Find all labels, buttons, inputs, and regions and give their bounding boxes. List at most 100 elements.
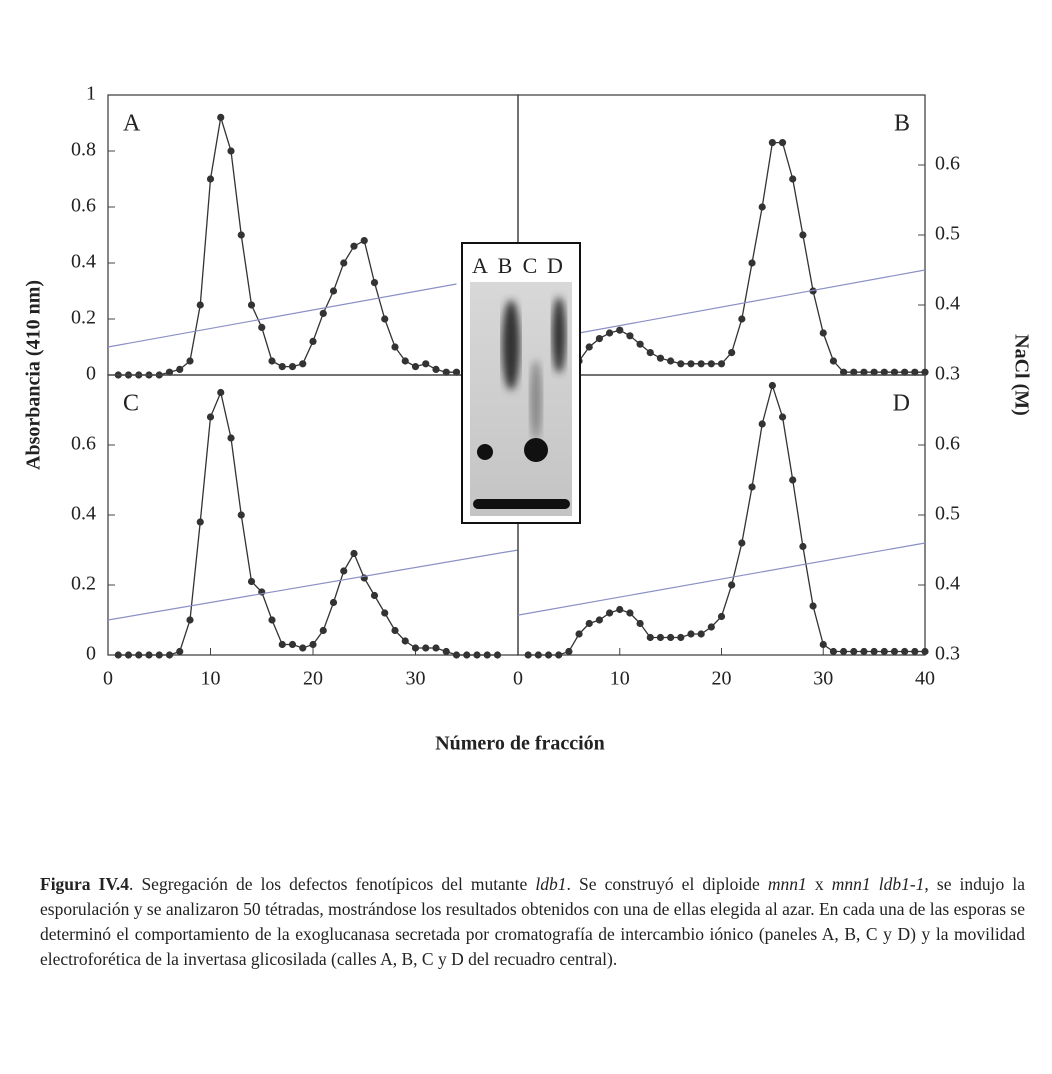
data-point [288, 640, 297, 649]
data-point [196, 518, 204, 526]
y-axis-label: Absorbancia (410 nm) [23, 280, 45, 470]
y2-tick-label: 0.5 [935, 503, 960, 525]
data-point [595, 335, 604, 343]
data-point [534, 651, 542, 659]
data-point [544, 651, 553, 659]
data-point [667, 633, 675, 642]
data-point [728, 349, 736, 357]
caption-text: mnn1 ldb1-1 [831, 874, 925, 894]
data-point [901, 368, 909, 376]
lane-label: B [498, 253, 513, 278]
data-point [381, 609, 389, 617]
data-point [524, 651, 532, 659]
data-point [411, 644, 420, 652]
data-point [370, 279, 379, 287]
data-point [646, 349, 654, 357]
data-point [748, 259, 756, 267]
data-point [911, 368, 919, 376]
y-tick-label: 0.4 [71, 503, 96, 525]
x-tick-label: 0 [513, 668, 523, 690]
data-point [697, 630, 705, 638]
x-tick-label: 0 [103, 668, 113, 690]
data-point [880, 368, 888, 376]
y2-tick-label: 0.6 [935, 433, 960, 455]
caption-text: . Se construyó el diploide [566, 874, 768, 894]
data-point [381, 315, 389, 323]
data-point [391, 626, 399, 635]
data-point [145, 651, 153, 659]
lane-label: A [472, 253, 488, 278]
data-point [616, 326, 624, 334]
data-point [626, 332, 634, 340]
data-point [667, 357, 675, 365]
data-point [707, 360, 715, 368]
data-point [921, 368, 929, 376]
data-point [186, 616, 194, 624]
data-point [565, 647, 573, 656]
y-tick-label: 0.6 [71, 433, 96, 455]
y2-axis-label: NaCl (M) [1010, 334, 1032, 416]
data-point [278, 640, 286, 649]
data-point [748, 483, 756, 491]
data-point [483, 651, 491, 659]
data-point [401, 357, 409, 365]
data-point [165, 651, 174, 659]
data-point [616, 605, 624, 614]
data-point [463, 651, 471, 659]
x-tick-label: 10 [610, 668, 630, 690]
x-tick-label: 30 [406, 668, 426, 690]
y-tick-label: 0.2 [71, 307, 96, 329]
data-point [860, 647, 868, 656]
nacl-gradient-line [107, 549, 519, 621]
data-point [707, 623, 715, 631]
lane-label: C [523, 253, 538, 278]
x-tick-label: 20 [303, 668, 323, 690]
data-point [646, 633, 654, 642]
data-point [114, 651, 122, 659]
data-point [247, 577, 256, 586]
data-point [687, 630, 695, 638]
figure: Absorbancia (410 nm) NaCl (M) Número de … [23, 83, 1033, 755]
x-tick-label: 20 [712, 668, 732, 690]
data-point [728, 581, 736, 589]
data-point [870, 647, 878, 656]
panel-frame [107, 94, 519, 376]
data-point [890, 368, 899, 376]
data-point [656, 633, 665, 642]
y2-tick-label: 0.3 [935, 643, 960, 665]
data-point [911, 647, 919, 656]
data-point [401, 637, 409, 645]
data-point [850, 368, 858, 376]
data-point [921, 647, 929, 656]
panel-frame [107, 374, 519, 656]
data-point [422, 360, 430, 368]
data-point [585, 343, 593, 351]
data-point [789, 175, 797, 183]
x-tick-label: 30 [813, 668, 833, 690]
data-point [299, 360, 307, 368]
caption-text: . Segregación de los defectos fenotípico… [128, 874, 536, 894]
gel-band [477, 444, 493, 460]
data-point [258, 323, 266, 331]
data-point [124, 651, 133, 659]
data-point [850, 647, 858, 656]
caption-text: x [806, 874, 832, 894]
y-tick-label: 0.4 [71, 251, 96, 273]
caption-text: ldb1 [535, 874, 567, 894]
data-point [687, 360, 695, 368]
data-point [677, 633, 685, 642]
data-point [350, 549, 358, 558]
data-point [237, 511, 245, 519]
caption-text: , se indujo la esporulación y se analiza… [40, 874, 1026, 969]
data-point [738, 315, 746, 323]
y-tick-label: 1 [86, 83, 96, 105]
data-point [176, 365, 184, 373]
data-point [809, 602, 817, 610]
data-point [452, 368, 461, 376]
absorbance-line [118, 390, 498, 656]
data-point [432, 644, 440, 652]
nacl-gradient-line [517, 542, 926, 616]
gel-band [524, 438, 548, 462]
data-point [799, 542, 807, 551]
